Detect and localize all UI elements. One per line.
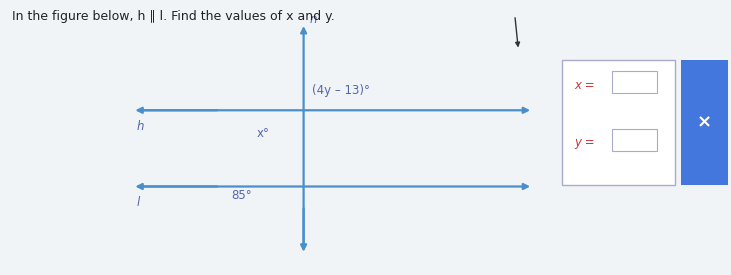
FancyBboxPatch shape xyxy=(562,60,675,185)
Text: n: n xyxy=(309,13,317,26)
Text: (4y – 13)°: (4y – 13)° xyxy=(312,84,370,97)
Text: 85°: 85° xyxy=(231,189,251,202)
Text: h: h xyxy=(136,120,143,133)
Text: y =: y = xyxy=(575,136,595,149)
Text: x°: x° xyxy=(257,126,269,140)
Text: x =: x = xyxy=(575,79,595,92)
FancyBboxPatch shape xyxy=(613,71,656,94)
Text: ×: × xyxy=(697,114,712,131)
Text: l: l xyxy=(136,196,140,209)
FancyBboxPatch shape xyxy=(613,128,656,151)
Text: In the figure below, h ∥ l. Find the values of x and y.: In the figure below, h ∥ l. Find the val… xyxy=(12,10,335,23)
FancyBboxPatch shape xyxy=(681,60,728,185)
